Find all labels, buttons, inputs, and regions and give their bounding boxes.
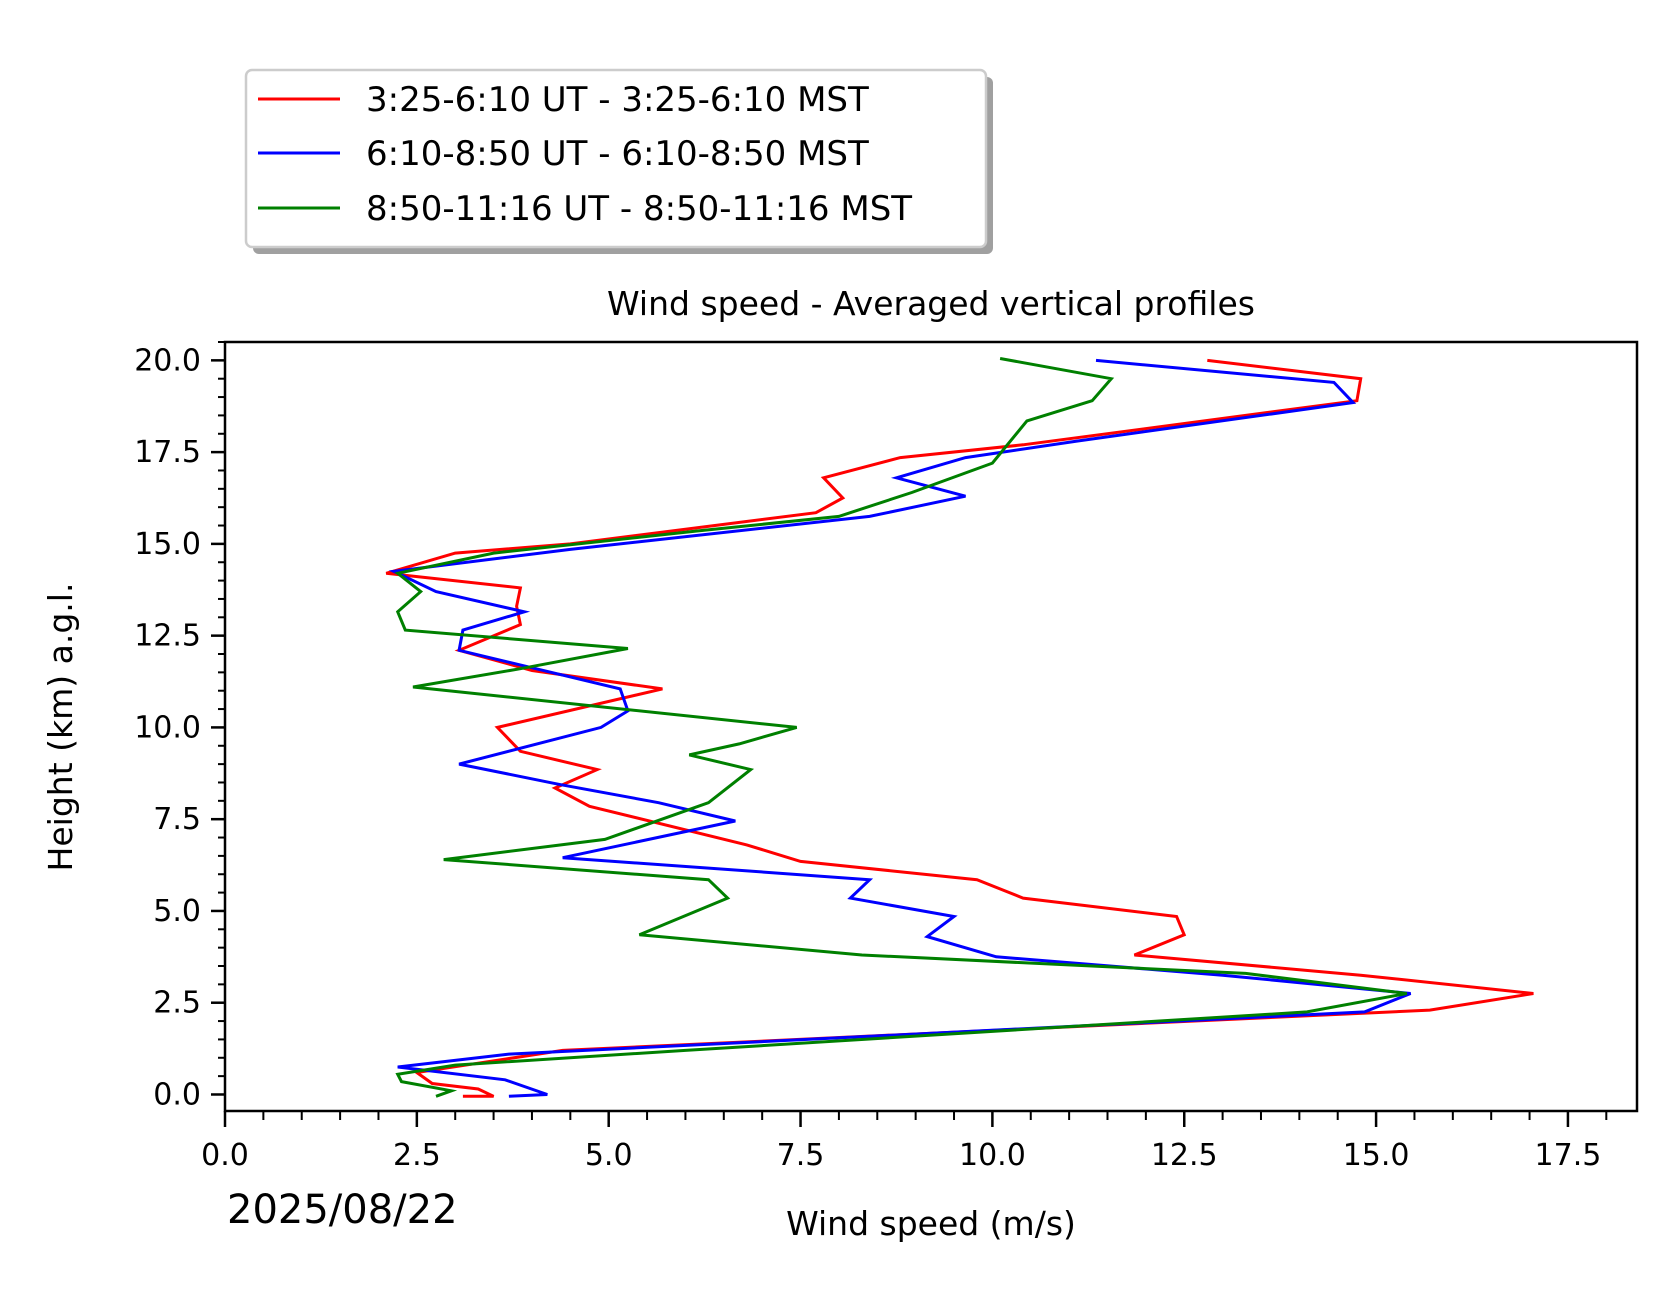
y-axis-label: Height (km) a.g.l. xyxy=(41,583,80,872)
x-tick-label: 12.5 xyxy=(1151,1138,1218,1173)
y-tick-label: 5.0 xyxy=(153,894,201,929)
y-tick-label: 20.0 xyxy=(134,343,201,378)
y-tick-label: 17.5 xyxy=(134,435,201,470)
x-tick-label: 17.5 xyxy=(1535,1138,1602,1173)
legend-box xyxy=(244,68,988,249)
series-line-1 xyxy=(385,358,1534,1098)
legend-label-series-3: 8:50-11:16 UT - 8:50-11:16 MST xyxy=(366,189,912,229)
legend: 3:25-6:10 UT - 3:25-6:10 MST 6:10-8:50 U… xyxy=(244,68,993,254)
y-axis: 0.0 2.5 5.0 7.5 10.0 12.5 15.0 17.5 20.0 xyxy=(134,341,225,1112)
x-tick-label: 0.0 xyxy=(201,1138,249,1173)
series-line-3 xyxy=(394,357,1408,1098)
x-axis: 0.0 2.5 5.0 7.5 10.0 12.5 15.0 17.5 xyxy=(201,1111,1608,1173)
x-tick-label: 2.5 xyxy=(393,1138,441,1173)
date-label: 2025/08/22 xyxy=(227,1187,458,1233)
data-series xyxy=(385,357,1534,1098)
x-tick-label: 10.0 xyxy=(959,1138,1026,1173)
series-line-2 xyxy=(388,358,1412,1098)
x-tick-label: 15.0 xyxy=(1343,1138,1410,1173)
x-tick-label: 7.5 xyxy=(777,1138,825,1173)
y-tick-label: 2.5 xyxy=(153,986,201,1021)
y-tick-label: 10.0 xyxy=(134,710,201,745)
legend-label-series-2: 6:10-8:50 UT - 6:10-8:50 MST xyxy=(366,134,869,174)
y-tick-label: 15.0 xyxy=(134,527,201,562)
x-axis-label: Wind speed (m/s) xyxy=(786,1204,1076,1243)
y-tick-label: 12.5 xyxy=(134,619,201,654)
y-tick-label: 0.0 xyxy=(153,1077,201,1112)
legend-label-series-1: 3:25-6:10 UT - 3:25-6:10 MST xyxy=(366,80,869,120)
chart-title: Wind speed - Averaged vertical profiles xyxy=(607,284,1255,323)
x-tick-label: 5.0 xyxy=(585,1138,633,1173)
y-tick-label: 7.5 xyxy=(153,802,201,837)
